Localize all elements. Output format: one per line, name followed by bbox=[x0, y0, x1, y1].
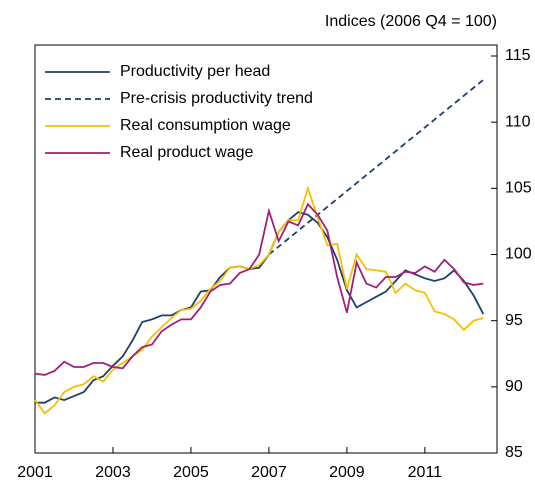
legend-label: Real consumption wage bbox=[120, 117, 291, 134]
y-tick-label: 95 bbox=[505, 312, 523, 329]
legend-label: Productivity per head bbox=[120, 63, 270, 80]
x-tick-label: 2005 bbox=[173, 464, 209, 481]
series-line bbox=[268, 79, 484, 256]
y-tick-label: 85 bbox=[505, 444, 523, 461]
series-line bbox=[34, 202, 484, 376]
y-tick-label: 90 bbox=[505, 378, 523, 395]
series-line bbox=[34, 185, 484, 415]
y-tick-label: 105 bbox=[505, 180, 532, 197]
plot-frame bbox=[34, 44, 498, 454]
x-tick-label: 2003 bbox=[95, 464, 131, 481]
y-tick-label: 110 bbox=[505, 113, 531, 130]
series-line bbox=[35, 211, 485, 404]
chart-title: Indices (2006 Q4 = 100) bbox=[325, 13, 497, 30]
x-tick-label: 2007 bbox=[251, 464, 287, 481]
x-tick-label: 2009 bbox=[329, 464, 365, 481]
x-tick-label: 2011 bbox=[408, 464, 443, 481]
y-tick-label: 115 bbox=[505, 47, 531, 64]
legend-label: Real product wage bbox=[120, 144, 254, 161]
x-tick-label: 2001 bbox=[17, 464, 53, 481]
legend-label: Pre-crisis productivity trend bbox=[120, 90, 313, 107]
y-tick-label: 100 bbox=[505, 246, 532, 263]
